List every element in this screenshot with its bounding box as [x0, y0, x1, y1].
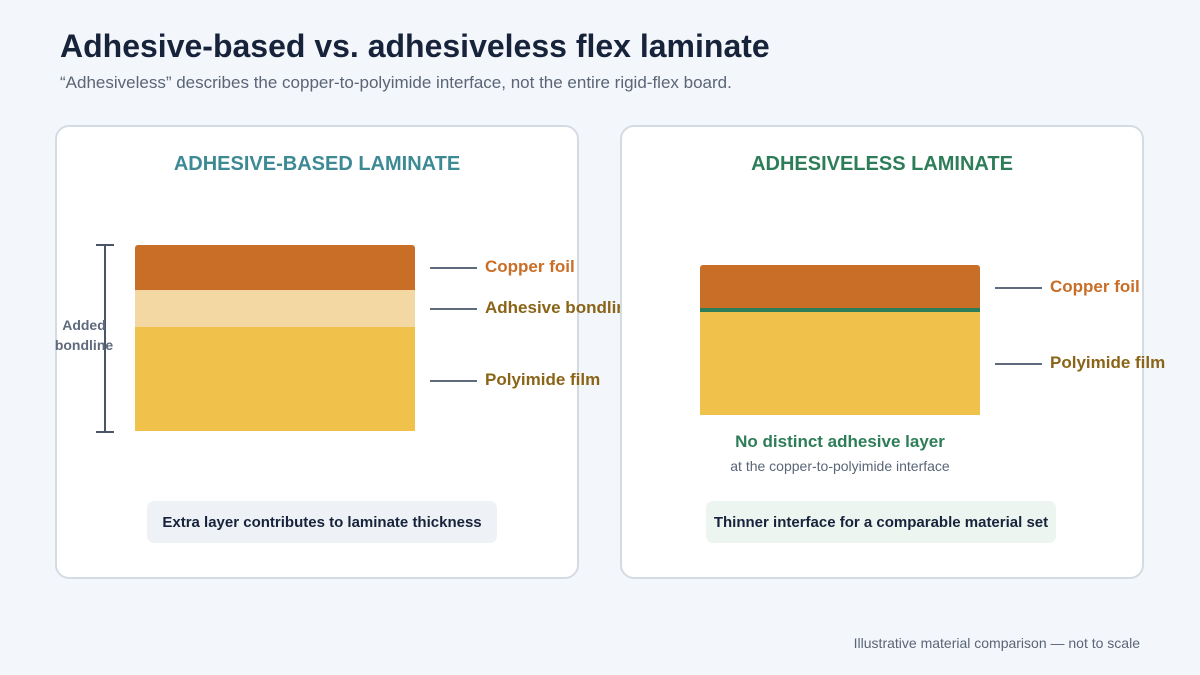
no-adhesive-subcaption: at the copper-to-polyimide interface: [730, 458, 950, 474]
adhesive-based-polyimide-label: Polyimide film: [485, 370, 601, 389]
footer-note: Illustrative material comparison — not t…: [853, 635, 1140, 651]
adhesiveless-panel-title: ADHESIVELESS LAMINATE: [751, 153, 1013, 175]
thickness-bracket-label: Added bondline: [48, 315, 120, 355]
adhesive-based-copper-layer: [135, 245, 415, 290]
adhesive-based-copper-label: Copper foil: [485, 257, 575, 276]
adhesive-based-polyimide-leader: [430, 380, 477, 382]
adhesive-based-polyimide-layer: [135, 327, 415, 431]
thickness-bracket-label-line2: bondline: [54, 337, 114, 353]
adhesive-based-copper-leader: [430, 267, 477, 269]
thickness-bracket-label-line1: Added: [62, 317, 106, 333]
adhesive-based-stack-note: Extra layer contributes to laminate thic…: [147, 501, 497, 543]
adhesiveless-stack-note: Thinner interface for a comparable mater…: [706, 501, 1056, 543]
adhesiveless-interface-line: [700, 308, 980, 312]
adhesiveless-copper-layer: [700, 265, 980, 309]
adhesiveless-copper-leader: [995, 287, 1042, 289]
no-adhesive-caption: No distinct adhesive layer: [735, 432, 945, 451]
adhesive-based-adhesive-leader: [430, 308, 477, 310]
adhesive-based-adhesive-layer: [135, 290, 415, 327]
page-subtitle: “Adhesiveless” describes the copper-to-p…: [60, 73, 732, 92]
adhesive-based-adhesive-label: Adhesive bondline: [485, 298, 637, 317]
adhesiveless-polyimide-label: Polyimide film: [1050, 353, 1166, 372]
page-title: Adhesive-based vs. adhesiveless flex lam…: [60, 28, 770, 64]
adhesive-based-panel-title: ADHESIVE-BASED LAMINATE: [173, 153, 461, 175]
adhesiveless-polyimide-leader: [995, 363, 1042, 365]
adhesiveless-copper-label: Copper foil: [1050, 277, 1140, 296]
adhesiveless-polyimide-layer: [700, 312, 980, 415]
